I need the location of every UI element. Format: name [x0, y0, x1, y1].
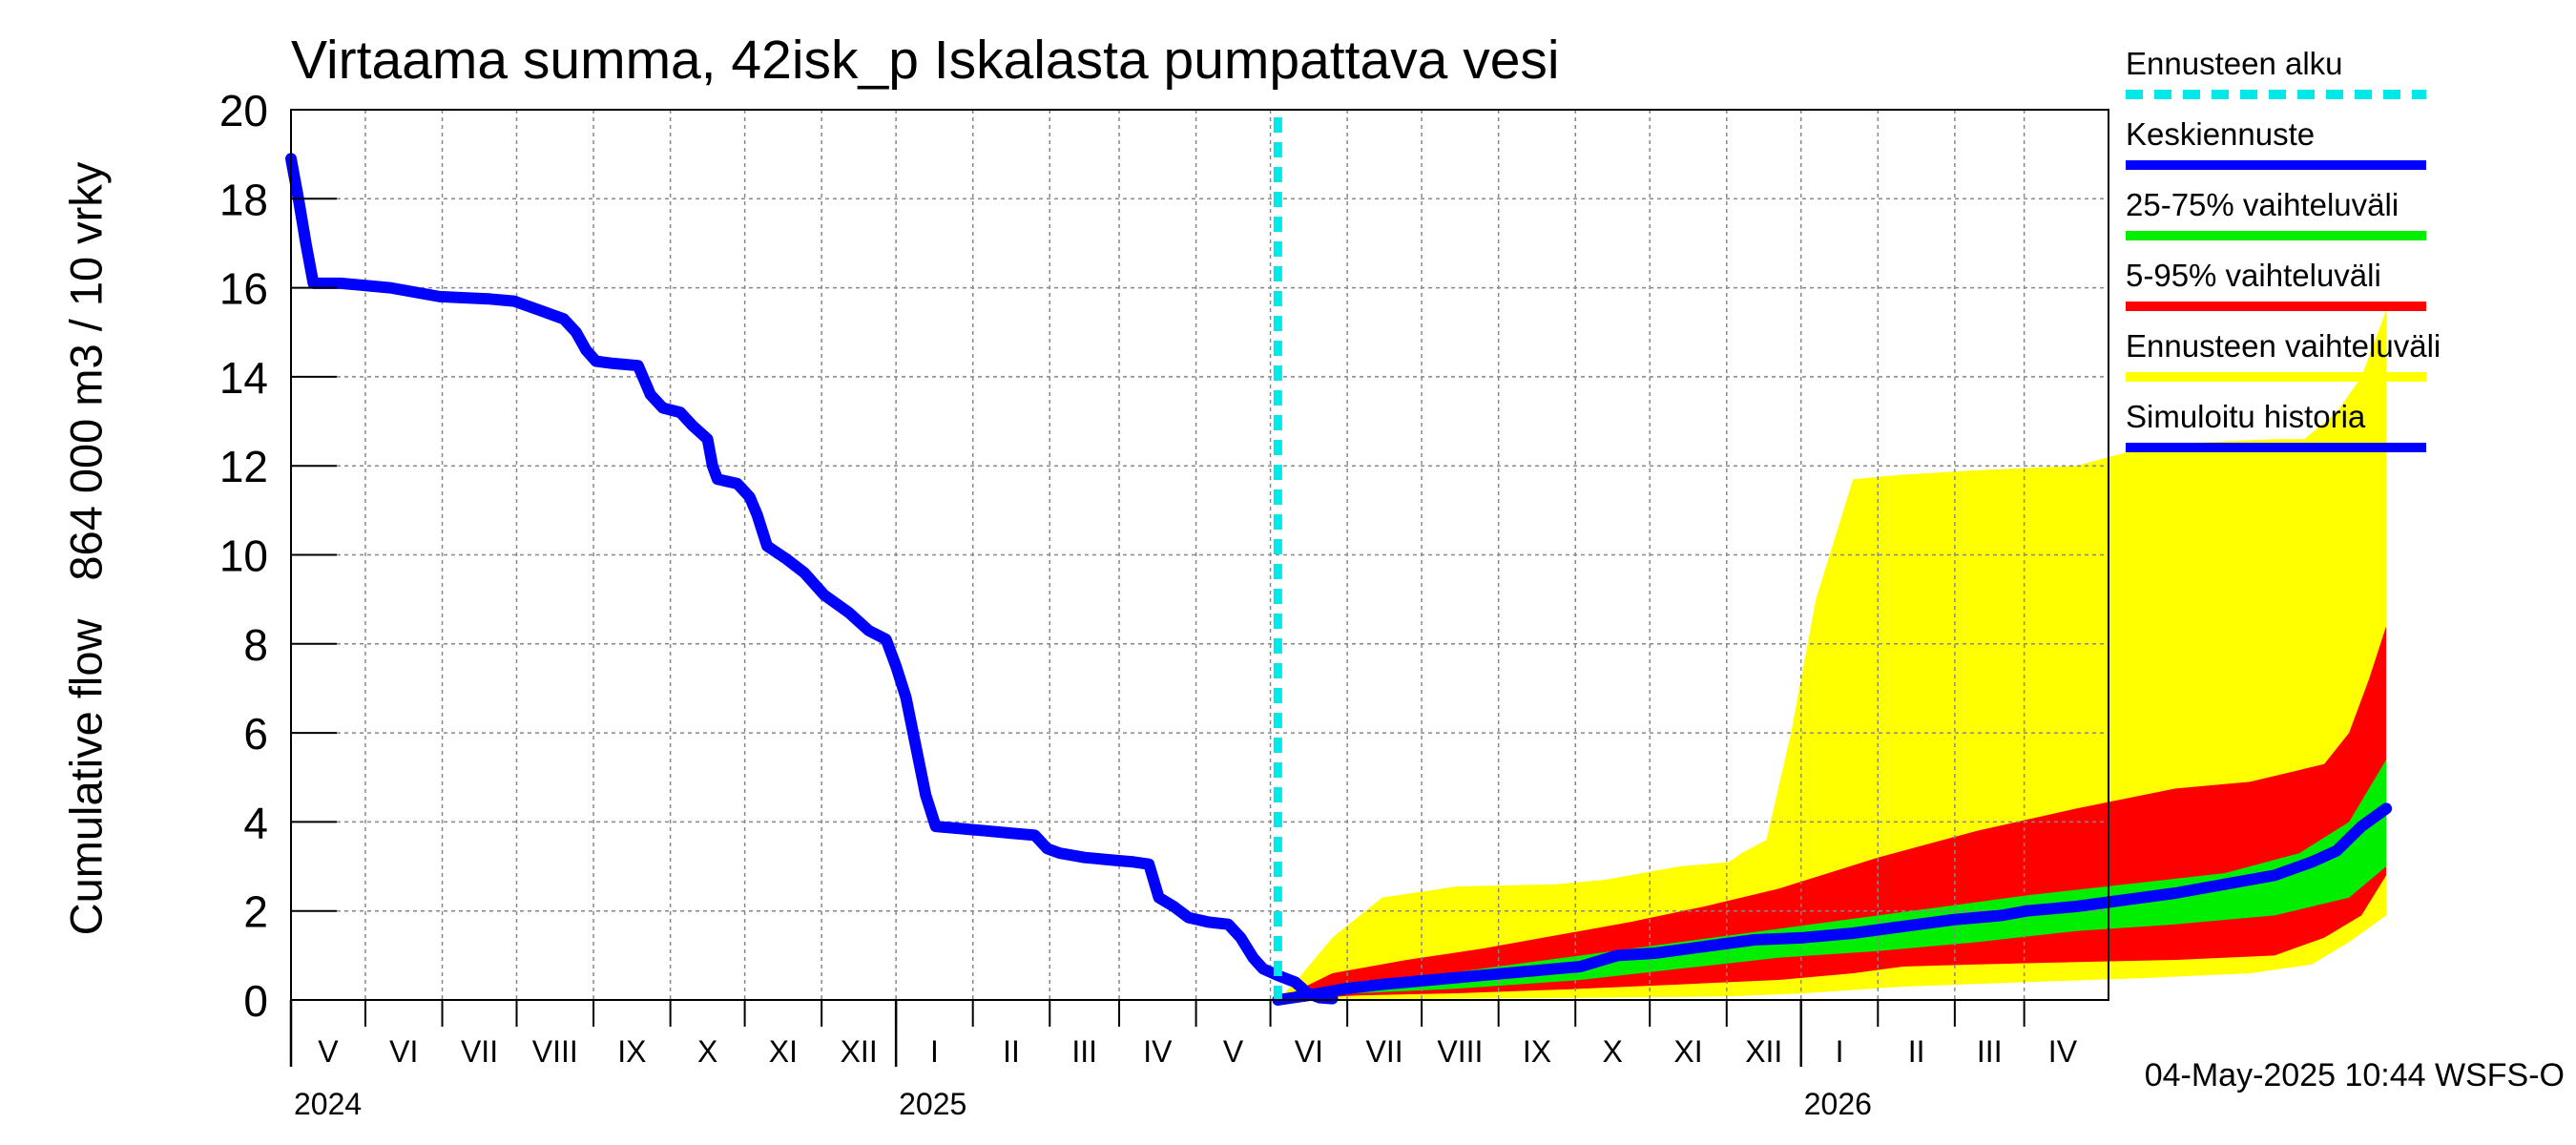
legend-label: Simuloitu historia [2126, 399, 2366, 434]
year-label: 2026 [1804, 1087, 1872, 1121]
y-tick-label: 18 [219, 175, 268, 224]
y-axis-label-wrap: Cumulative flow 864 000 m3 / 10 vrky [0, 0, 114, 1145]
y-tick-label: 2 [243, 887, 268, 937]
month-label: VI [389, 1034, 418, 1069]
legend-label: 5-95% vaihteluväli [2126, 258, 2381, 293]
y-axis-unit: 864 000 m3 / 10 vrky [60, 161, 112, 581]
y-tick-label: 14 [219, 353, 268, 403]
month-label: III [1977, 1034, 2003, 1069]
month-label: X [1603, 1034, 1623, 1069]
line-simuloitu-historia [285, 153, 1339, 1005]
legend-swatch [2126, 160, 2426, 170]
month-label: II [1003, 1034, 1020, 1069]
y-tick-label: 20 [219, 86, 268, 135]
legend-item-forecast-range: Ennusteen vaihteluväli [2126, 328, 2441, 385]
month-label: XI [769, 1034, 798, 1069]
x-axis: V VI VII VIII IX X XI XII I II III IV V VI VII VIII IX X X… [289, 1000, 2078, 1121]
month-label: XII [841, 1034, 878, 1069]
legend-swatch [2126, 90, 2426, 99]
month-label: V [1223, 1034, 1244, 1069]
month-label: XII [1745, 1034, 1782, 1069]
legend-label: Ennusteen vaihteluväli [2126, 328, 2441, 364]
legend-item-simulated-history: Simuloitu historia [2126, 399, 2431, 456]
band-25-75-vaihteluv-li [1278, 760, 2387, 1000]
y-tick-label: 4 [243, 798, 268, 847]
chart-title: Virtaama summa, 42isk_p Iskalasta pumpat… [291, 30, 1560, 91]
y-tick-label: 6 [243, 709, 268, 759]
legend-swatch [2126, 372, 2426, 382]
month-label: IV [1143, 1034, 1173, 1069]
y-axis-title: Cumulative flow [60, 618, 112, 936]
legend-label: Keskiennuste [2126, 116, 2316, 152]
timestamp-footer: 04-May-2025 10:44 WSFS-O [2144, 1057, 2565, 1093]
month-label: VIII [532, 1034, 578, 1069]
month-label: VII [1366, 1034, 1403, 1069]
month-label: VIII [1437, 1034, 1483, 1069]
y-axis-label: Cumulative flow 864 000 m3 / 10 vrky [60, 162, 113, 936]
legend-item-forecast-start: Ennusteen alku [2126, 46, 2431, 103]
flow-lines [285, 117, 2393, 1006]
month-label: XI [1673, 1034, 1702, 1069]
legend-item-25-75: 25-75% vaihteluväli [2126, 187, 2431, 244]
legend-item-median-forecast: Keskiennuste [2126, 116, 2431, 174]
year-label: 2025 [899, 1087, 966, 1121]
y-tick-label: 8 [243, 620, 268, 670]
month-label: I [1836, 1034, 1844, 1069]
month-label: V [318, 1034, 339, 1069]
legend-label: 25-75% vaihteluväli [2126, 187, 2399, 222]
y-tick-label: 12 [219, 442, 268, 491]
month-label: VI [1295, 1034, 1323, 1069]
legend-swatch [2126, 231, 2426, 240]
month-label: VII [461, 1034, 498, 1069]
y-axis: 0 2 4 6 8 10 12 14 16 18 20 [219, 86, 337, 1026]
month-label: IV [2048, 1034, 2078, 1069]
month-label: X [697, 1034, 717, 1069]
month-label: IX [1523, 1034, 1551, 1069]
month-label: I [930, 1034, 939, 1069]
month-label: III [1071, 1034, 1097, 1069]
y-tick-label: 10 [219, 531, 268, 581]
legend-item-5-95: 5-95% vaihteluväli [2126, 258, 2431, 315]
y-tick-label: 16 [219, 264, 268, 314]
month-label: IX [617, 1034, 646, 1069]
legend-label: Ennusteen alku [2126, 46, 2343, 81]
legend-swatch [2126, 443, 2426, 452]
year-label: 2024 [294, 1087, 362, 1121]
legend-swatch [2126, 302, 2426, 311]
month-label: II [1908, 1034, 1925, 1069]
line-keskiennuste [1272, 802, 2393, 1006]
y-tick-label: 0 [243, 976, 268, 1026]
